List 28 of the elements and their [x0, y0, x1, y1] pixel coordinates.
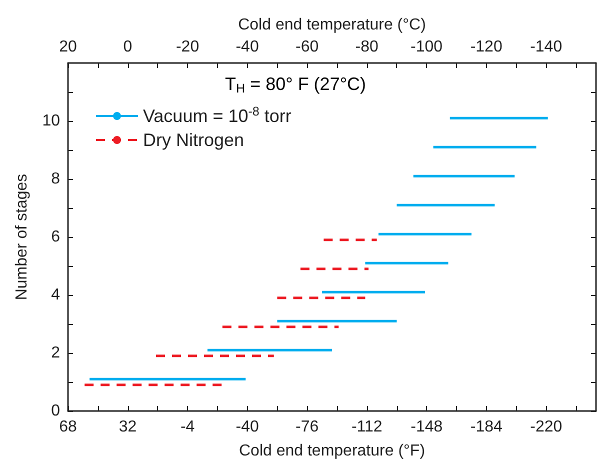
y-axis-title: Number of stages: [14, 174, 30, 300]
x-tick-label: -184: [470, 418, 503, 436]
x-tick-label: -220: [530, 418, 562, 436]
x2-axis-title: Cold end temperature (°C): [238, 16, 426, 34]
x-tick-label: -76: [296, 418, 319, 436]
x-tick-label: -40: [236, 418, 259, 436]
y-tick-label: 6: [51, 228, 60, 246]
x2-tick-label: 0: [123, 38, 132, 56]
y-tick-label: 4: [51, 286, 60, 304]
y-tick-label: 0: [51, 402, 60, 420]
y-tick-label: 8: [51, 170, 60, 188]
x2-tick-label: -120: [470, 38, 502, 56]
legend-label: Dry Nitrogen: [143, 130, 244, 150]
x2-tick-label: -80: [355, 38, 378, 56]
x2-tick-label: -60: [295, 38, 319, 56]
x2-tick-label: -20: [176, 38, 200, 56]
x2-tick-label: -140: [530, 38, 562, 56]
x2-tick-label: 20: [59, 38, 77, 56]
x-tick-label: -112: [351, 418, 382, 436]
x-axis-title: Cold end temperature (°F): [238, 442, 426, 460]
x-tick-label: -148: [410, 418, 443, 436]
x-tick-label: 68: [59, 418, 77, 436]
x2-tick-label: -40: [236, 38, 259, 56]
x-tick-label: 32: [118, 418, 137, 436]
y-tick-label: 10: [42, 112, 60, 130]
x2-tick-label: -100: [410, 38, 443, 56]
x-tick-label: -4: [180, 418, 195, 436]
y-tick-label: 2: [51, 344, 60, 362]
